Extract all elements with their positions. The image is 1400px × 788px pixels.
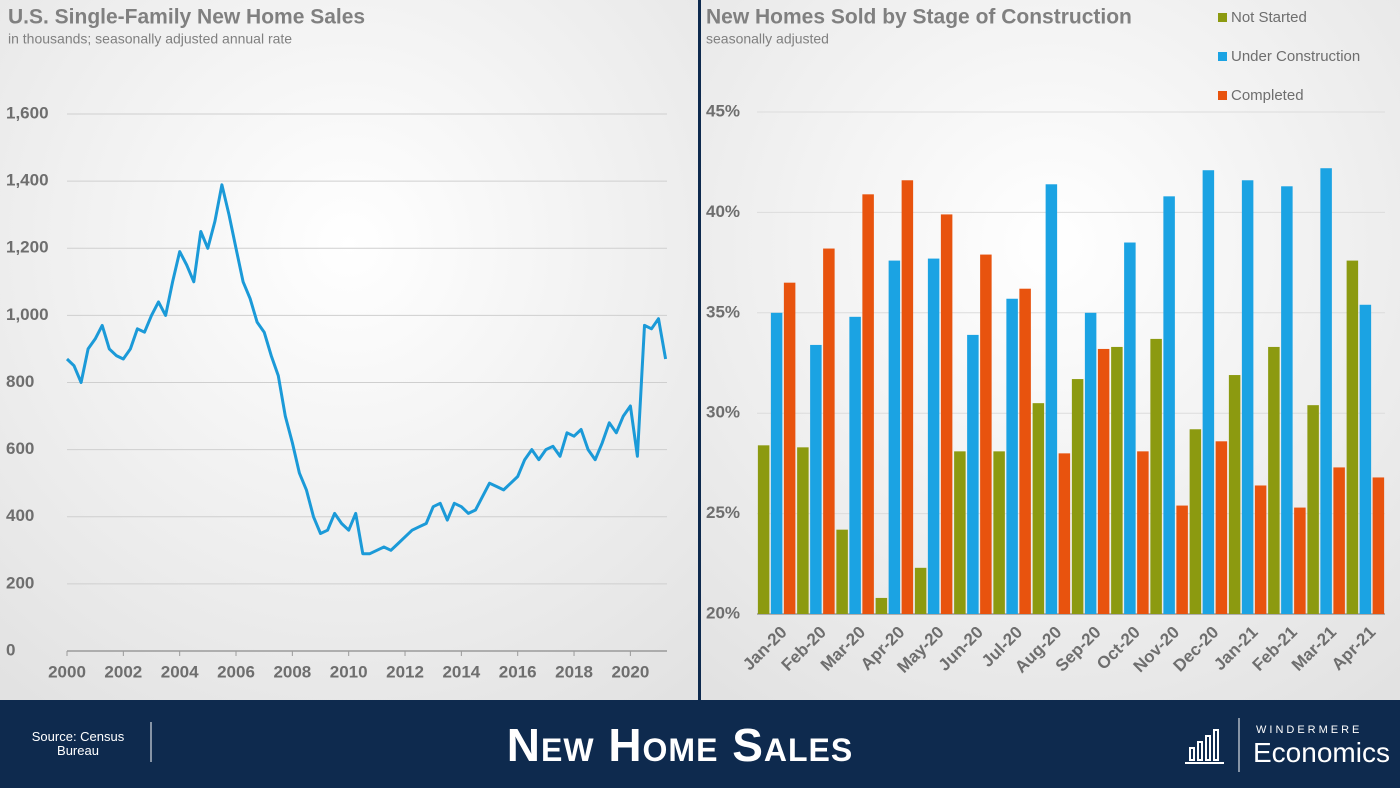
bar bbox=[1294, 507, 1306, 614]
legend-label: Under Construction bbox=[1231, 48, 1360, 65]
bar bbox=[1124, 242, 1136, 614]
y-tick-label: 800 bbox=[6, 372, 34, 391]
bar bbox=[1189, 429, 1202, 614]
x-tick-label: 2016 bbox=[499, 662, 537, 681]
bar bbox=[1032, 403, 1045, 614]
footer-title: New Home Sales bbox=[506, 719, 854, 771]
bar bbox=[1281, 186, 1293, 614]
bar bbox=[1045, 184, 1058, 614]
bar bbox=[980, 254, 992, 614]
brand-sub: Economics bbox=[1253, 737, 1390, 768]
x-tick-label: 2000 bbox=[48, 662, 86, 681]
bar bbox=[1084, 312, 1097, 614]
bar bbox=[1268, 346, 1280, 614]
legend-label: Completed bbox=[1231, 87, 1304, 104]
x-tick-label: 2020 bbox=[611, 662, 649, 681]
x-tick-label: 2002 bbox=[104, 662, 142, 681]
source: Source: Census Bureau bbox=[31, 729, 125, 758]
bar bbox=[1071, 379, 1084, 614]
y-tick-label: 600 bbox=[6, 439, 34, 458]
y-tick-label: 200 bbox=[6, 573, 34, 592]
bar bbox=[914, 567, 927, 614]
bar bbox=[836, 529, 848, 614]
bar bbox=[1137, 451, 1149, 614]
y-tick-label: 30% bbox=[706, 403, 740, 422]
bar bbox=[783, 282, 796, 614]
bar bbox=[1176, 505, 1188, 614]
bar bbox=[1320, 168, 1332, 614]
bar bbox=[940, 214, 953, 614]
chart-subtitle: seasonally adjusted bbox=[706, 31, 829, 47]
bar bbox=[1346, 260, 1359, 614]
y-tick-label: 1,400 bbox=[6, 171, 49, 190]
brand: WINDERMERE bbox=[1256, 724, 1363, 736]
bar bbox=[1228, 375, 1241, 614]
y-tick-label: 0 bbox=[6, 640, 15, 659]
x-tick-label: 2012 bbox=[386, 662, 424, 681]
bar bbox=[810, 344, 822, 614]
y-tick-label: 20% bbox=[706, 603, 740, 622]
legend-label: Not Started bbox=[1231, 9, 1307, 26]
bar bbox=[993, 451, 1005, 614]
y-tick-label: 1,000 bbox=[6, 305, 49, 324]
y-tick-label: 25% bbox=[706, 503, 740, 522]
bar bbox=[954, 451, 966, 614]
legend-swatch bbox=[1218, 91, 1227, 100]
x-tick-label: 2008 bbox=[273, 662, 311, 681]
x-tick-label: 2004 bbox=[161, 662, 199, 681]
y-tick-label: 35% bbox=[706, 302, 740, 321]
line bbox=[65, 183, 668, 556]
bar bbox=[1372, 477, 1385, 614]
logo-icon bbox=[1185, 729, 1224, 764]
legend-swatch bbox=[1218, 52, 1227, 61]
bar bbox=[888, 260, 901, 614]
panel-left bbox=[0, 0, 698, 700]
bar bbox=[849, 316, 861, 614]
bar bbox=[1058, 453, 1071, 614]
chart-title: U.S. Single-Family New Home Sales bbox=[8, 6, 365, 29]
y-tick-label: 40% bbox=[706, 202, 740, 221]
bar bbox=[1097, 348, 1110, 614]
bar bbox=[1111, 346, 1123, 614]
bar bbox=[1333, 467, 1345, 614]
y-tick-label: 1,200 bbox=[6, 238, 49, 257]
x-tick-label: 2010 bbox=[330, 662, 368, 681]
bar bbox=[797, 447, 809, 614]
bar bbox=[967, 334, 979, 614]
x-tick-label: 2018 bbox=[555, 662, 593, 681]
bar bbox=[862, 194, 874, 614]
y-tick-label: 1,600 bbox=[6, 103, 49, 122]
bar bbox=[875, 597, 888, 614]
y-tick-label: 400 bbox=[6, 506, 34, 525]
bar bbox=[1307, 405, 1319, 614]
bar bbox=[1150, 338, 1162, 614]
y-tick-label: 45% bbox=[706, 101, 740, 120]
bar bbox=[1359, 304, 1372, 614]
bar bbox=[1006, 298, 1018, 614]
bar bbox=[770, 312, 783, 614]
bar bbox=[823, 248, 835, 614]
bar bbox=[1215, 441, 1228, 614]
bar bbox=[1241, 180, 1254, 614]
x-tick-label: 2006 bbox=[217, 662, 255, 681]
chart-title: New Homes Sold by Stage of Construction bbox=[706, 6, 1132, 29]
bar bbox=[1019, 288, 1031, 614]
bar bbox=[901, 180, 914, 614]
legend-swatch bbox=[1218, 13, 1227, 22]
chart-subtitle: in thousands; seasonally adjusted annual… bbox=[8, 31, 292, 47]
bar bbox=[927, 258, 940, 614]
bar bbox=[757, 445, 770, 614]
bar bbox=[1163, 196, 1175, 614]
bar bbox=[1254, 485, 1267, 614]
bar bbox=[1202, 170, 1215, 614]
x-tick-label: 2014 bbox=[442, 662, 480, 681]
